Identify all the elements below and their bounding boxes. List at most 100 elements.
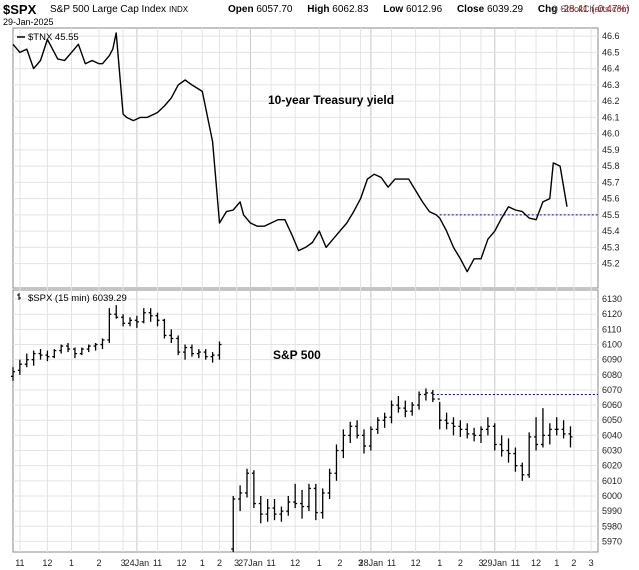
spx-ohlc-bar[interactable] xyxy=(499,435,504,457)
x-tick-label: 3 xyxy=(589,558,594,568)
spx-ohlc-bar[interactable] xyxy=(11,367,15,381)
spx-ohlc-bar[interactable] xyxy=(45,350,50,362)
spx-ohlc-bar[interactable] xyxy=(148,308,153,322)
spx-ohlc-bar[interactable] xyxy=(59,344,64,354)
spx-ohlc-bar[interactable] xyxy=(362,429,366,454)
spx-ohlc-bar[interactable] xyxy=(265,498,270,522)
spx-y-tick-label: 6040 xyxy=(602,430,622,440)
spx-ohlc-bar[interactable] xyxy=(279,506,284,522)
spx-ohlc-bar[interactable] xyxy=(306,483,311,512)
spx-ohlc-bar[interactable] xyxy=(479,426,483,443)
spx-ohlc-bar[interactable] xyxy=(320,488,325,519)
x-tick-label: 1 xyxy=(437,558,442,568)
x-tick-label: 11 xyxy=(511,558,520,568)
spx-ohlc-bar[interactable] xyxy=(417,391,422,410)
spx-ohlc-bar[interactable] xyxy=(38,349,43,360)
spx-ohlc-bar[interactable] xyxy=(93,343,98,351)
spx-ohlc-bar[interactable] xyxy=(121,314,126,327)
tnx-legend[interactable]: $TNX 45.55 xyxy=(28,32,79,43)
spx-ohlc-bar[interactable] xyxy=(313,483,318,521)
spx-ohlc-bar[interactable] xyxy=(472,427,477,442)
spx-ohlc-bar[interactable] xyxy=(375,417,380,434)
spx-ohlc-bar[interactable] xyxy=(485,417,490,436)
spx-ohlc-bar[interactable] xyxy=(86,344,91,353)
x-tick-label: 12 xyxy=(177,558,187,568)
spx-ohlc-bar[interactable] xyxy=(568,426,573,448)
spx-ohlc-bar[interactable] xyxy=(162,318,167,339)
spx-ohlc-bar[interactable] xyxy=(176,335,181,356)
spx-ohlc-bar[interactable] xyxy=(527,432,532,478)
spx-ohlc-bar[interactable] xyxy=(327,468,332,499)
spx-ohlc-bar[interactable] xyxy=(52,349,57,359)
spx-ohlc-bar[interactable] xyxy=(258,495,263,524)
spx-ohlc-bar[interactable] xyxy=(534,417,539,451)
spx-ohlc-bar[interactable] xyxy=(382,412,387,428)
spx-ohlc-bar[interactable] xyxy=(368,426,373,451)
spx-ohlc-bar[interactable] xyxy=(561,420,566,439)
spx-ohlc-bar[interactable] xyxy=(251,470,256,509)
spx-ohlc-bar[interactable] xyxy=(217,341,222,360)
spx-ohlc-bar[interactable] xyxy=(300,489,305,519)
spx-ohlc-bar[interactable] xyxy=(203,349,208,360)
spx-ohlc-bar[interactable] xyxy=(169,329,174,344)
spx-ohlc-bar[interactable] xyxy=(196,349,201,359)
x-tick-label: 12 xyxy=(42,558,52,568)
spx-ohlc-bar[interactable] xyxy=(17,359,22,375)
spx-ohlc-bar[interactable] xyxy=(100,338,105,350)
spx-ohlc-bar[interactable] xyxy=(348,421,353,443)
spx-ohlc-bar[interactable] xyxy=(66,343,71,353)
spx-ohlc-bar[interactable] xyxy=(72,347,77,359)
spx-ohlc-bar[interactable] xyxy=(79,347,84,356)
spx-ohlc-bar[interactable] xyxy=(451,417,456,436)
spx-ohlc-bar[interactable] xyxy=(437,398,442,430)
spx-ohlc-bar[interactable] xyxy=(513,447,518,472)
spx-ohlc-bar[interactable] xyxy=(554,417,559,436)
spx-ohlc-bar[interactable] xyxy=(465,423,470,439)
spx-y-tick-label: 6010 xyxy=(602,476,622,486)
spx-ohlc-bar[interactable] xyxy=(506,438,511,463)
spx-ohlc-bar[interactable] xyxy=(141,308,146,324)
x-tick-label: 2 xyxy=(458,558,463,568)
ohlc-summary: Open 6057.70 High 6062.83 Low 6012.96 Cl… xyxy=(228,4,639,15)
spx-ohlc-bar[interactable] xyxy=(31,350,36,366)
spx-ohlc-bar[interactable] xyxy=(183,344,188,360)
spx-ohlc-bar[interactable] xyxy=(24,353,29,368)
spx-ohlc-bar[interactable] xyxy=(444,412,449,430)
spx-ohlc-bar[interactable] xyxy=(430,389,435,403)
spx-ohlc-bar[interactable] xyxy=(155,312,160,327)
spx-ohlc-bar[interactable] xyxy=(389,400,394,424)
spx-ohlc-bar[interactable] xyxy=(293,483,298,509)
spx-ohlc-bar[interactable] xyxy=(245,468,249,498)
spx-ohlc-bar[interactable] xyxy=(114,305,119,319)
spx-ohlc-bar[interactable] xyxy=(231,495,236,552)
spx-ohlc-bar[interactable] xyxy=(540,408,545,448)
spx-ohlc-bar[interactable] xyxy=(210,352,215,363)
spx-annotation: S&P 500 xyxy=(273,348,321,362)
spx-ohlc-bar[interactable] xyxy=(272,498,277,521)
spx-ohlc-bar[interactable] xyxy=(492,423,497,451)
spx-ohlc-bar[interactable] xyxy=(334,444,339,481)
spx-ohlc-bar[interactable] xyxy=(520,462,525,481)
spx-ohlc-bar[interactable] xyxy=(423,388,428,401)
spx-ohlc-bar[interactable] xyxy=(355,420,360,439)
spx-y-tick-label: 6110 xyxy=(602,324,621,334)
spx-ohlc-bar[interactable] xyxy=(458,420,463,437)
ticker-symbol[interactable]: $SPX xyxy=(3,2,37,17)
spx-panel: 6130 6120 6110 6100 6090 6080 6070 6060 6050 6040… xyxy=(11,293,622,552)
x-tick-label: 3 xyxy=(478,558,483,568)
spx-ohlc-bar[interactable] xyxy=(547,423,552,445)
spx-y-tick-label: 6100 xyxy=(602,340,622,350)
spx-ohlc-bar[interactable] xyxy=(341,429,346,459)
spx-ohlc-bar[interactable] xyxy=(128,317,132,327)
spx-ohlc-bar[interactable] xyxy=(403,400,408,418)
spx-ohlc-bar[interactable] xyxy=(189,344,194,357)
spx-ohlc-bar[interactable] xyxy=(396,396,401,413)
spx-ohlc-bar[interactable] xyxy=(286,495,291,516)
spx-ohlc-bar[interactable] xyxy=(410,402,415,416)
spx-ohlc-bar[interactable] xyxy=(238,485,243,512)
tnx-series-line[interactable] xyxy=(12,32,568,273)
spx-ohlc-bar[interactable] xyxy=(107,308,112,344)
spx-ohlc-bar[interactable] xyxy=(134,315,139,328)
spx-legend[interactable]: $SPX (15 min) 6039.29 xyxy=(28,293,127,304)
